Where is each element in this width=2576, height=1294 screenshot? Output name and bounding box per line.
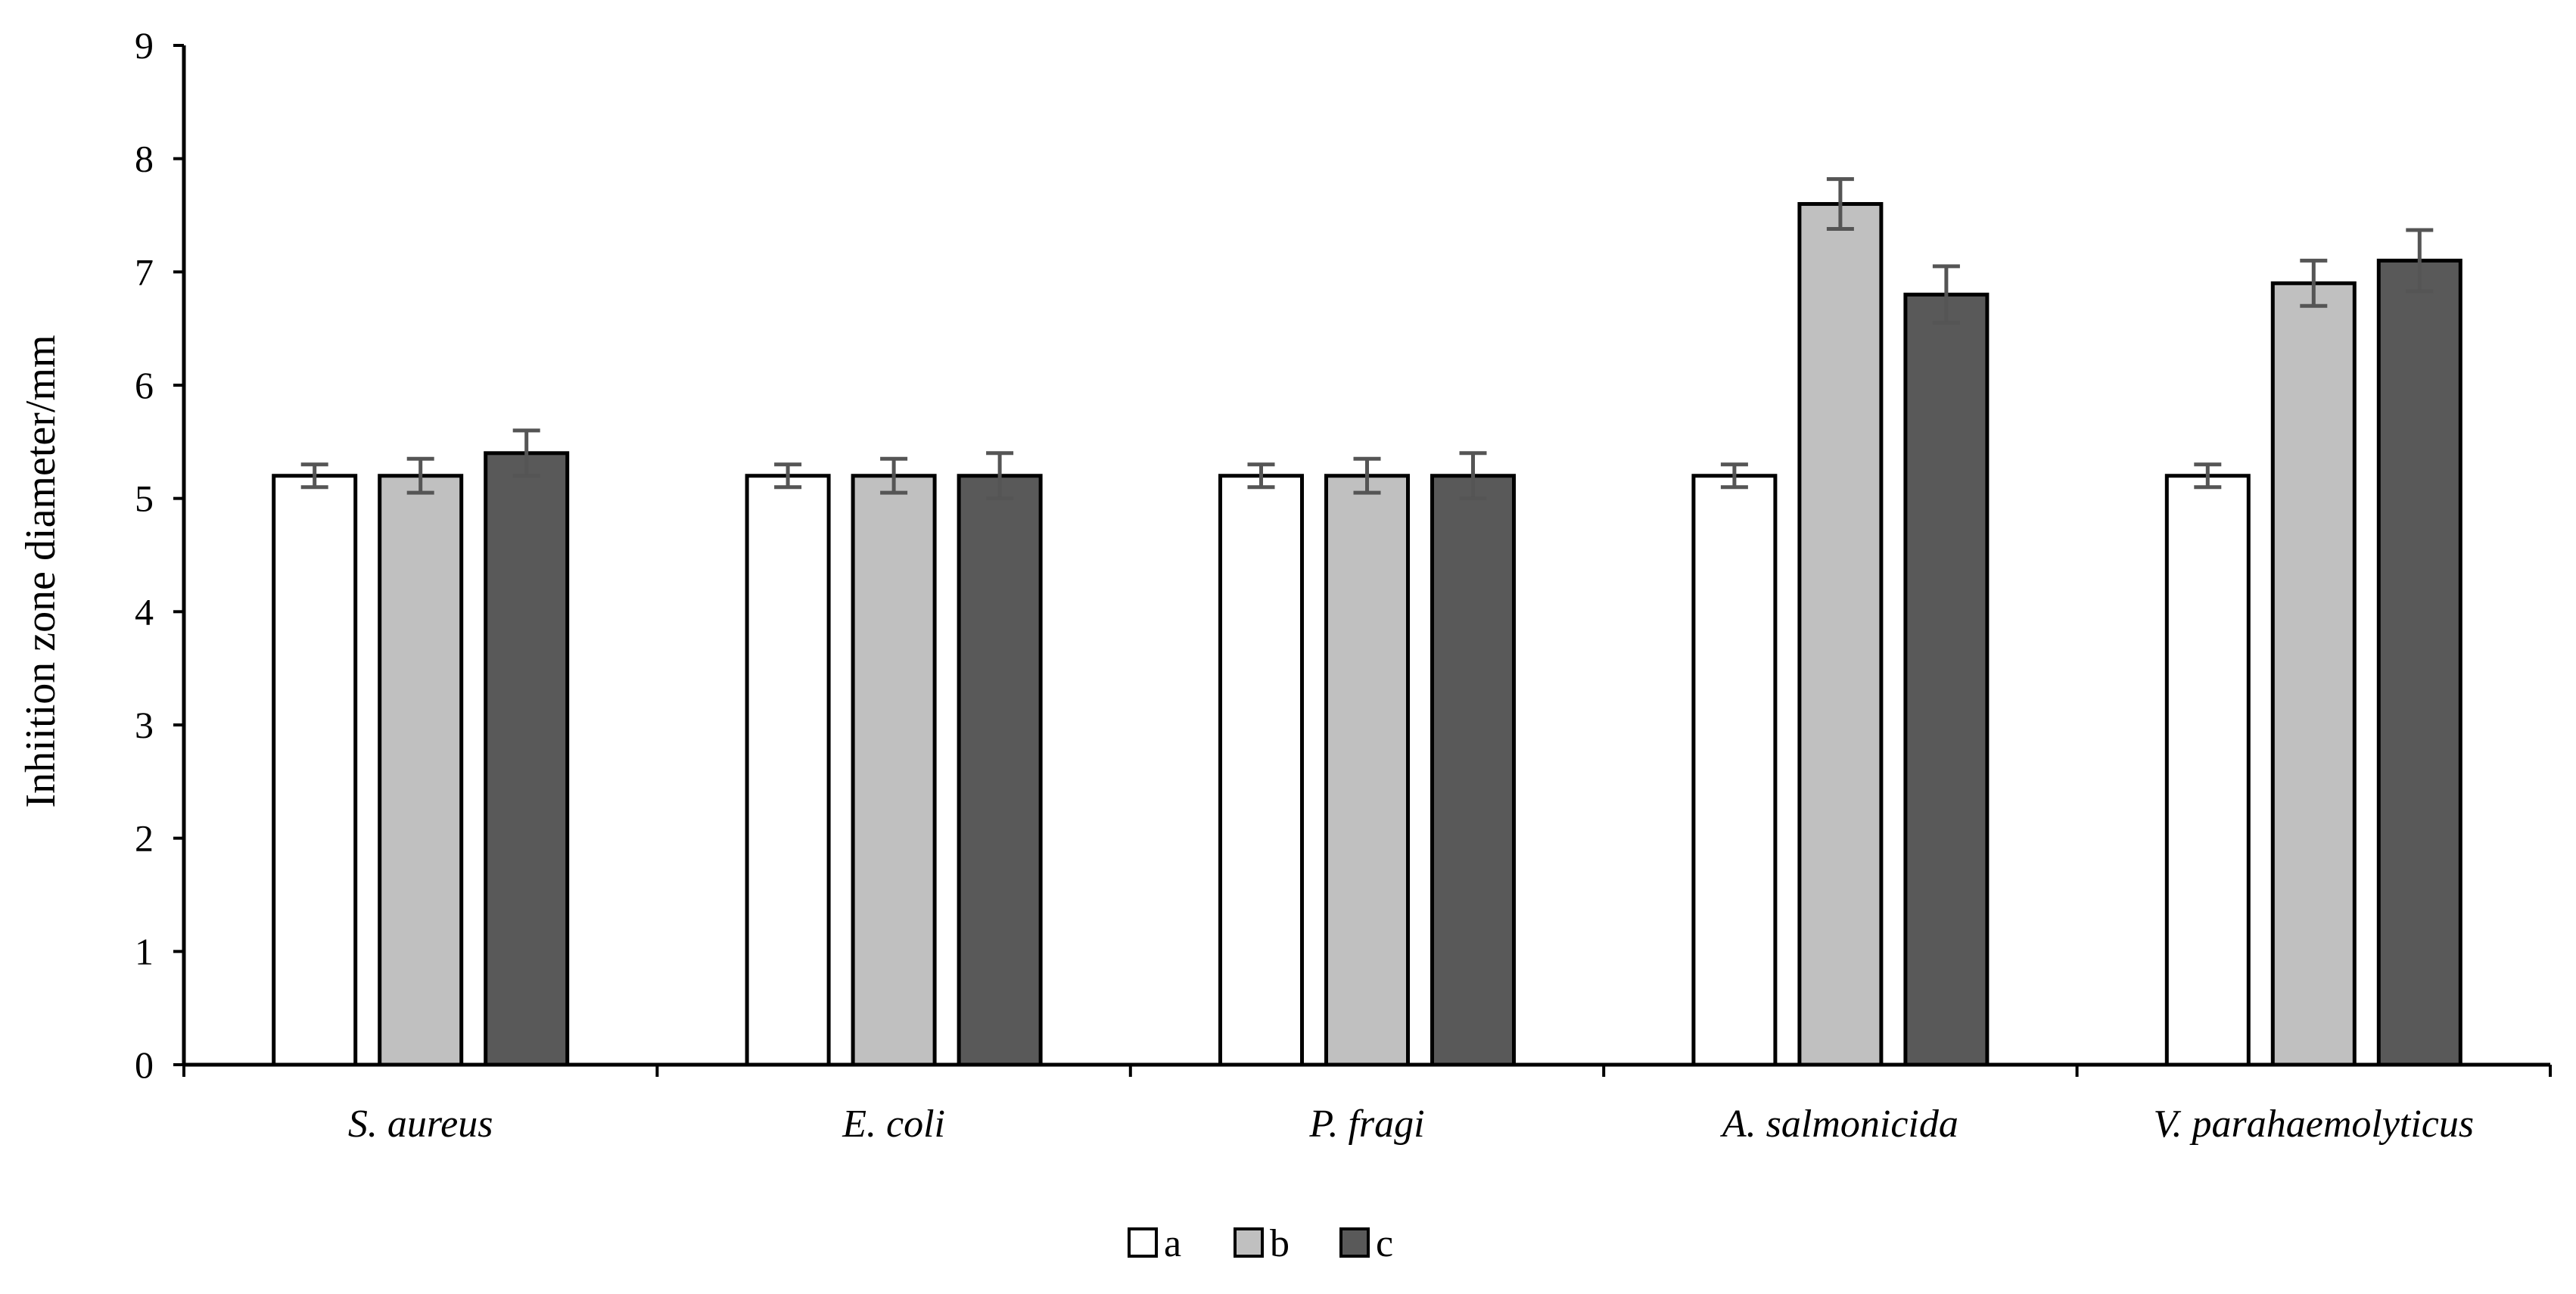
y-tick-label: 3: [135, 704, 154, 746]
error-bar: [406, 456, 434, 495]
error-bar: [300, 462, 328, 490]
legend-item-b: b: [1234, 1222, 1290, 1265]
legend-item-a: a: [1128, 1222, 1181, 1265]
bar-b: [2270, 281, 2357, 1067]
x-tick-label: P. fragi: [1308, 1103, 1424, 1146]
legend-label: b: [1270, 1222, 1290, 1265]
x-axis-labels: S. aureus E. coli P. fragi A. salmonicida V.…: [348, 1103, 2474, 1146]
error-bar: [2300, 258, 2328, 308]
error-bar: [1720, 462, 1748, 490]
error-bar: [1932, 264, 1960, 325]
legend-label: a: [1164, 1222, 1181, 1265]
bar-c: [1903, 292, 1990, 1067]
bar-a: [745, 474, 831, 1067]
y-tick-label: 2: [135, 817, 154, 860]
bar-c: [957, 474, 1043, 1067]
legend: a b c: [1128, 1222, 1393, 1265]
bar-b: [851, 474, 937, 1067]
bar-b: [378, 474, 464, 1067]
bar-a: [2164, 474, 2251, 1067]
y-tick-label: 4: [135, 590, 154, 633]
x-tick-label: V. parahaemolyticus: [2153, 1103, 2474, 1146]
legend-swatch: [1234, 1227, 1264, 1258]
bar-c: [1430, 474, 1516, 1067]
y-axis-ticks: 0 1 2 3 4 5 6 7 8 9: [135, 24, 184, 1086]
error-bar: [2406, 228, 2434, 294]
y-tick-label: 5: [135, 477, 154, 520]
error-bar: [1353, 456, 1381, 495]
bar-a: [272, 474, 358, 1067]
y-axis-title: Inhiition zone diameter/mm: [17, 334, 64, 807]
error-bar: [986, 451, 1014, 501]
error-bar: [880, 456, 908, 495]
error-bar: [1459, 451, 1487, 501]
bar-c: [2376, 258, 2462, 1067]
y-tick-label: 9: [135, 24, 154, 67]
legend-swatch: [1128, 1227, 1158, 1258]
legend-swatch: [1339, 1227, 1370, 1258]
error-bar: [1247, 462, 1275, 490]
x-tick-label: E. coli: [842, 1103, 945, 1146]
error-bars-group: [300, 177, 2434, 501]
error-bar: [512, 428, 540, 478]
legend-label: c: [1376, 1222, 1393, 1265]
x-tick-label: S. aureus: [348, 1103, 493, 1146]
error-bar: [774, 462, 802, 490]
y-tick-label: 7: [135, 250, 154, 293]
y-tick-label: 1: [135, 930, 154, 972]
bar-a: [1218, 474, 1304, 1067]
bar-b: [1797, 202, 1884, 1067]
x-tick-label: A. salmonicida: [1720, 1103, 1958, 1146]
legend-item-c: c: [1339, 1222, 1393, 1265]
error-bar: [2194, 462, 2222, 490]
bar-b: [1324, 474, 1410, 1067]
bar-c: [484, 451, 570, 1067]
y-tick-label: 6: [135, 364, 154, 406]
error-bar: [1826, 177, 1854, 231]
y-tick-label: 8: [135, 138, 154, 180]
axes: [182, 45, 2552, 1077]
bars-group: [272, 202, 2462, 1067]
bar-a: [1691, 474, 1778, 1067]
y-tick-label: 0: [135, 1044, 154, 1086]
